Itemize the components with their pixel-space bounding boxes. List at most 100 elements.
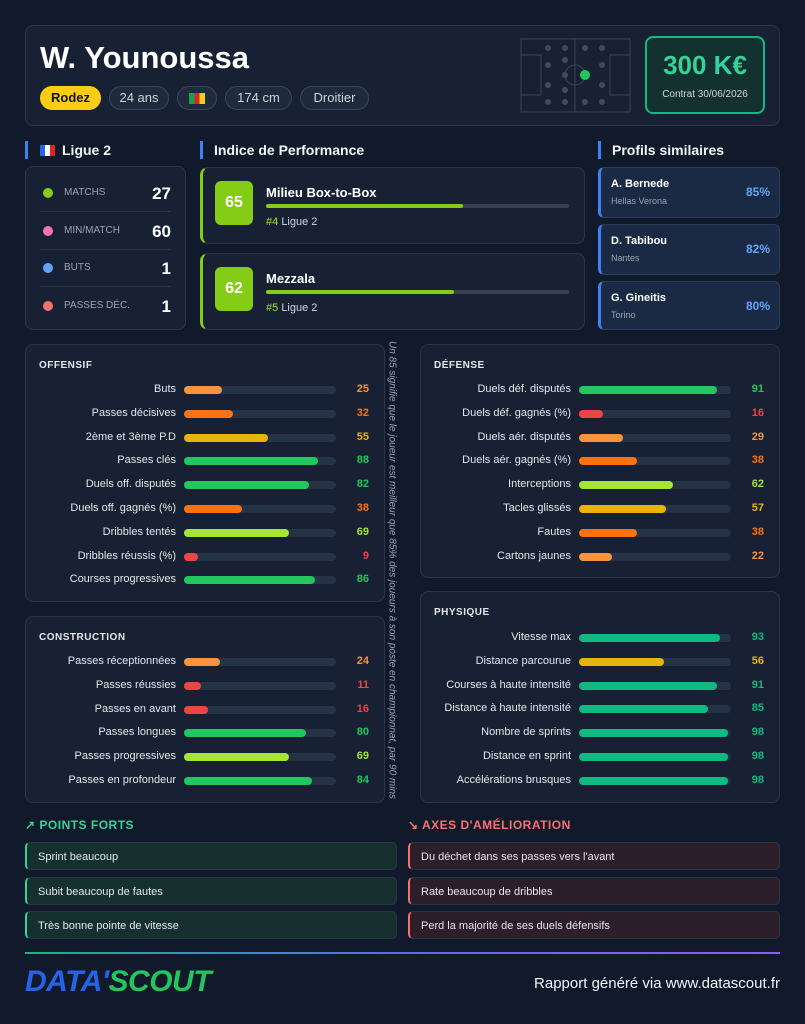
metric-value: 57 [751,502,764,514]
similar-club: Nantes [611,253,640,263]
metric-bar [579,705,709,714]
metric-label: Duels off. disputés [85,478,176,491]
metric-label: Passes réceptionnées [67,655,176,667]
improvements-item: Perd la majorité de ses duels défensifs [408,911,780,939]
stat-divider [40,211,171,212]
value-box [645,36,765,114]
rank-league: Ligue 2 [281,216,318,228]
rank-league: Ligue 2 [281,302,318,314]
metric-value: 24 [356,655,369,667]
metric-bar [184,681,201,690]
metric-bar [184,705,209,714]
metric-value: 62 [751,478,764,491]
stat-icon [43,188,53,198]
pitch-diagram [520,38,631,113]
metric-bar [579,729,728,738]
similar-card [598,281,780,330]
metric-value: 98 [751,726,764,739]
league-title: Ligue 2 [25,141,111,159]
metric-value: 32 [356,406,369,419]
similar-name: G. Gineitis [611,292,667,304]
metric-label: Duels déf. gagnés (%) [462,406,571,419]
metric-label: Passes en profondeur [68,774,176,786]
metric-track [184,505,336,513]
metric-value: 84 [356,774,369,786]
metric-label: Distance en sprint [482,750,571,762]
similar-card [598,167,780,218]
metric-bar [579,481,674,490]
foot-tag: Droitier [300,86,369,110]
metric-track [184,386,336,394]
score-box: 62 [215,267,253,311]
rank-line: #5 Ligue 2 [266,302,317,314]
metric-label: 2ème et 3ème P.D [85,430,176,443]
metric-label: Nombre de sprints [481,726,571,739]
metric-value: 22 [751,549,764,562]
logo-right: SCOUT [108,965,212,998]
performance-title: Indice de Performance [200,141,364,159]
metric-label: Buts [153,383,176,395]
metric-label: Vitesse max [511,631,571,643]
metric-bar [184,658,221,666]
metric-bar [184,729,306,738]
metric-track [579,433,731,442]
metric-label: Duels déf. disputés [477,383,571,395]
stat-icon [43,300,53,311]
metric-value: 56 [751,654,764,667]
metric-track [184,681,336,690]
metric-label: Passes progressives [74,750,177,763]
similar-match: 80% [745,299,770,313]
stat-value: 27 [152,184,171,203]
stat-value: 60 [152,221,171,241]
metric-label: Duels off. gagnés (%) [70,502,176,514]
score-box: 65 [215,181,253,225]
similar-club: Torino [611,310,636,320]
metric-bar [579,386,718,394]
metric-value: 91 [751,678,764,691]
section-title: PHYSIQUE [434,607,490,618]
similar-title: Profils similaires [598,141,724,159]
metric-label: Dribbles réussis (%) [77,549,176,562]
metric-bar [184,481,309,490]
metric-label: Dribbles tentés [102,525,176,538]
improvements-title-text: AXES D'AMÉLIORATION [421,818,571,832]
strengths-title: ↗ POINTS FORTS [25,818,135,832]
strengths-item: Subit beaucoup de fautes [25,876,397,905]
metric-label: Passes en avant [94,702,176,715]
club-tag: Rodez [40,86,101,110]
similar-name: A. Bernede [611,178,670,190]
role: Milieu Box-to-Box [266,185,377,200]
logo-left: DATA' [25,965,109,998]
stat-icon [43,225,53,236]
metric-bar [184,753,289,762]
stat-icon [43,263,53,273]
metric-track [184,705,336,714]
logo: DATA'SCOUT [25,965,212,999]
section-card [420,591,780,803]
metric-bar [184,409,233,418]
metric-bar [184,505,242,513]
divider [25,952,780,954]
metric-track [184,658,336,666]
metric-track [579,457,731,466]
improvements-item: Rate beaucoup de dribbles [408,876,780,905]
metric-bar [579,776,728,785]
metric-value: 98 [751,773,764,786]
metric-value: 38 [751,454,764,467]
credit: Rapport généré via www.datascout.fr [534,975,780,992]
metric-value: 91 [751,383,764,395]
metric-value: 38 [751,525,764,538]
metric-value: 86 [356,573,369,586]
metric-track [184,552,336,561]
improvements-item: Du déchet dans ses passes vers l'avant [408,842,780,870]
metric-bar [579,505,666,513]
metric-label: Passes longues [98,726,176,739]
stat-divider [40,286,171,287]
metric-bar [184,552,198,561]
metric-value: 69 [356,750,369,763]
metric-value: 16 [356,702,369,715]
stat-value: 1 [161,259,171,278]
metric-bar [579,634,721,642]
score-bar [266,290,454,294]
metric-label: Passes réussies [95,678,176,691]
